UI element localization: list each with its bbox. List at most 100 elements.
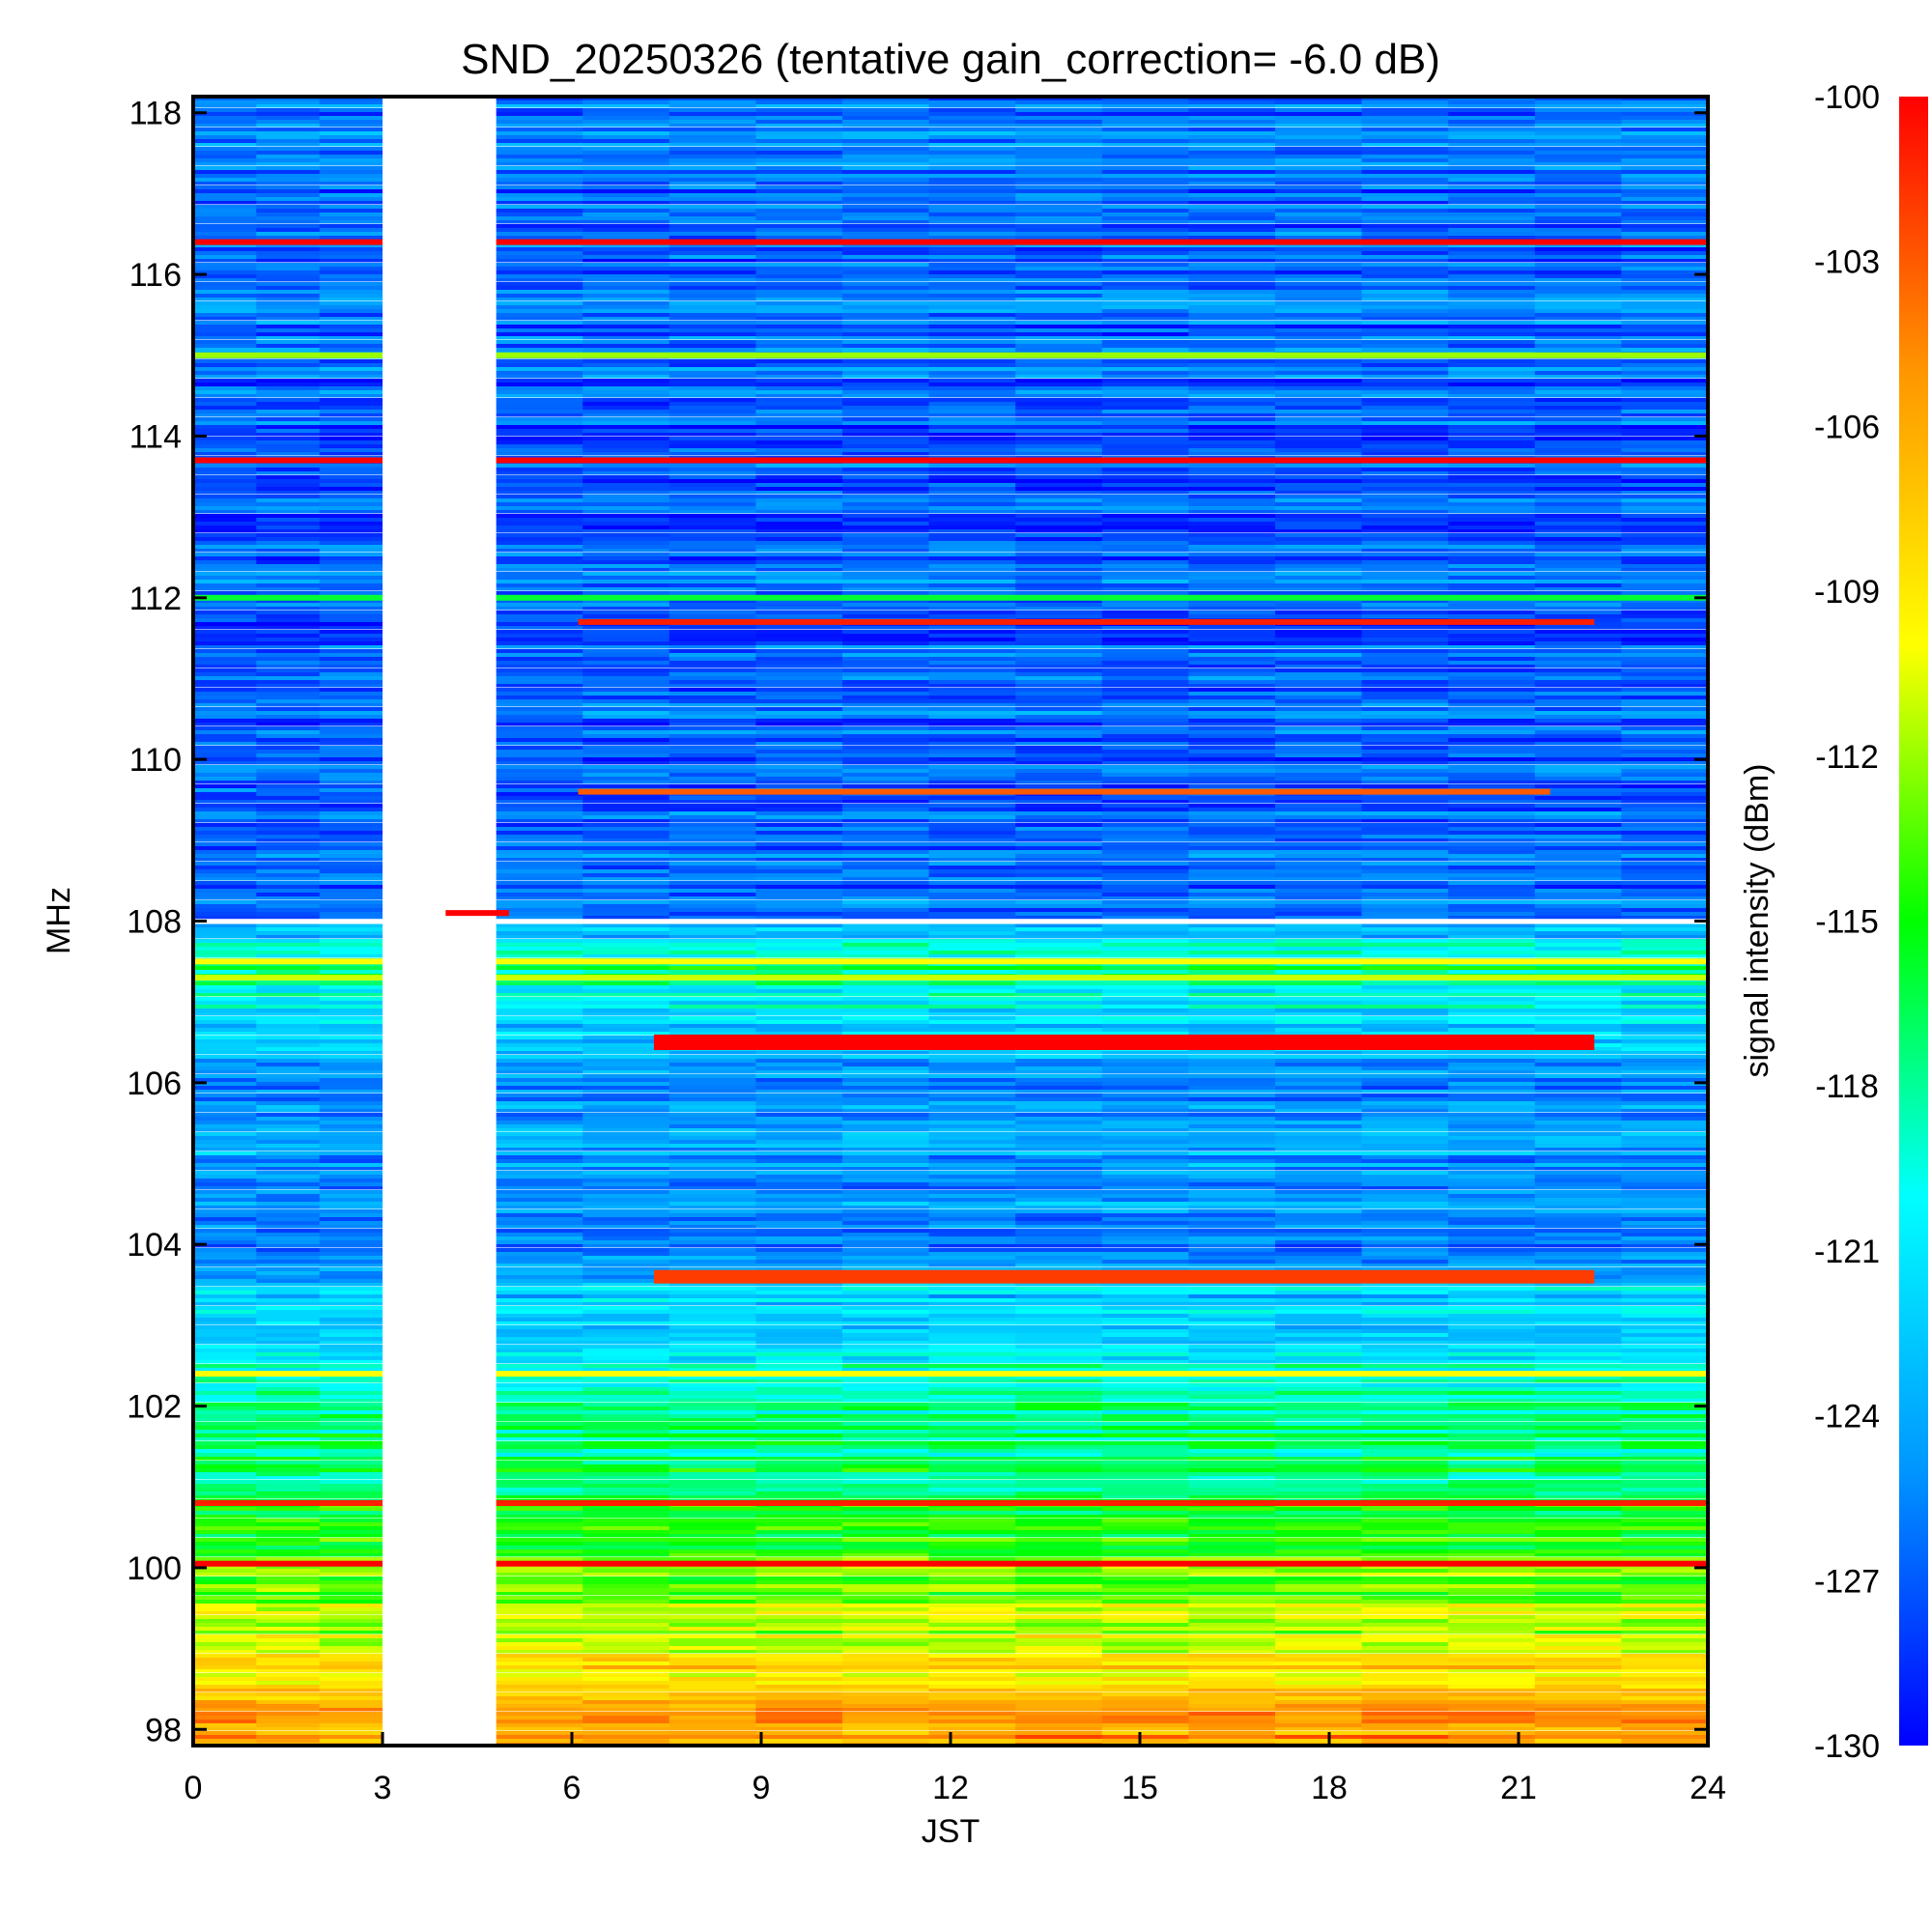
heatmap-cell: [928, 726, 1016, 731]
heatmap-cell: [1275, 1097, 1363, 1102]
heatmap-cell: [1448, 294, 1536, 298]
heatmap-cell: [256, 375, 321, 380]
heatmap-cell: [1448, 1148, 1536, 1152]
heatmap-cell: [319, 394, 384, 399]
heatmap-cell: [1361, 375, 1449, 380]
heatmap-cell: [668, 185, 756, 190]
heatmap-cell: [668, 498, 756, 503]
heatmap-cell: [1361, 464, 1449, 469]
heatmap-cell: [319, 1117, 384, 1122]
heatmap-cell: [755, 931, 843, 936]
heatmap-cell: [1101, 862, 1189, 867]
heatmap-cell: [1101, 638, 1189, 642]
heatmap-cell: [496, 638, 583, 642]
heatmap-cell: [668, 440, 756, 445]
heatmap-cell: [1534, 162, 1622, 167]
heatmap-cell: [319, 120, 384, 125]
heatmap-cell: [1448, 603, 1536, 608]
heatmap-cell: [928, 243, 1016, 248]
heatmap-cell: [1188, 904, 1276, 909]
heatmap-cell: [755, 981, 843, 986]
heatmap-cell: [1275, 889, 1363, 894]
heatmap-cell: [319, 348, 384, 353]
heatmap-cell: [1275, 406, 1363, 411]
heatmap-cell: [256, 128, 321, 132]
heatmap-cell: [668, 216, 756, 221]
heatmap-cell: [1621, 611, 1708, 615]
heatmap-cell: [1015, 734, 1103, 739]
heatmap-cell: [496, 487, 583, 492]
heatmap-cell: [755, 1194, 843, 1199]
heatmap-cell: [256, 97, 321, 101]
heatmap-cell: [1621, 676, 1708, 681]
heatmap-cell: [1621, 1148, 1708, 1152]
heatmap-cell: [1534, 560, 1622, 565]
scan-gap-line: [496, 494, 1708, 495]
heatmap-cell: [1275, 1109, 1363, 1114]
heatmap-cell: [496, 981, 583, 986]
heatmap-cell: [668, 630, 756, 635]
heatmap-cell: [1621, 622, 1708, 627]
heatmap-cell: [1621, 406, 1708, 411]
heatmap-cell: [928, 985, 1016, 990]
scan-gap-line: [193, 300, 383, 301]
heatmap-cell: [193, 197, 257, 202]
heatmap-cell: [928, 1101, 1016, 1106]
heatmap-cell: [928, 537, 1016, 542]
heatmap-cell: [1015, 723, 1103, 727]
heatmap-cell: [1275, 286, 1363, 291]
heatmap-cell: [668, 452, 756, 457]
heatmap-cell: [582, 707, 670, 712]
heatmap-cell: [755, 912, 843, 917]
heatmap-cell: [256, 622, 321, 627]
heatmap-cell: [319, 1163, 384, 1168]
heatmap-cell: [1275, 939, 1363, 944]
heatmap-cell: [319, 332, 384, 337]
heatmap-cell: [1621, 1140, 1708, 1145]
heatmap-cell: [928, 348, 1016, 353]
heatmap-cell: [755, 131, 843, 136]
heatmap-cell: [755, 359, 843, 364]
heatmap-cell: [193, 313, 257, 318]
heatmap-cell: [1188, 336, 1276, 341]
heatmap-cell: [842, 495, 930, 499]
heatmap-cell: [582, 1039, 670, 1044]
heatmap-cell: [256, 1097, 321, 1102]
heatmap-cell: [1275, 533, 1363, 538]
heatmap-cell: [1188, 386, 1276, 391]
heatmap-cell: [928, 120, 1016, 125]
heatmap-cell: [319, 889, 384, 894]
heatmap-cell: [1361, 120, 1449, 125]
heatmap-cell: [1621, 696, 1708, 700]
heatmap-cell: [1361, 854, 1449, 859]
heatmap-cell: [842, 746, 930, 751]
heatmap-cell: [1621, 777, 1708, 781]
heatmap-cell: [668, 653, 756, 658]
heatmap-cell: [1275, 757, 1363, 762]
heatmap-cell: [193, 908, 257, 913]
heatmap-cell: [319, 100, 384, 105]
heatmap-cell: [1534, 997, 1622, 1002]
heatmap-cell: [1101, 1090, 1189, 1094]
heatmap-cell: [668, 541, 756, 546]
heatmap-cell: [1275, 634, 1363, 639]
heatmap-cell: [842, 294, 930, 298]
heatmap-cell: [1534, 189, 1622, 194]
heatmap-cell: [496, 788, 583, 793]
heatmap-cell: [582, 440, 670, 445]
heatmap-cell: [1275, 885, 1363, 890]
heatmap-cell: [1275, 711, 1363, 716]
heatmap-cell: [319, 1074, 384, 1079]
heatmap-cell: [1015, 1144, 1103, 1149]
heatmap-cell: [1188, 379, 1276, 384]
heatmap-cell: [1621, 939, 1708, 944]
heatmap-cell: [319, 178, 384, 183]
heatmap-cell: [1448, 703, 1536, 708]
heatmap-cell: [1101, 885, 1189, 890]
heatmap-cell: [1275, 603, 1363, 608]
heatmap-cell: [1621, 1136, 1708, 1141]
heatmap-cell: [842, 375, 930, 380]
heatmap-cell: [1188, 491, 1276, 496]
heatmap-cell: [1534, 1082, 1622, 1087]
heatmap-cell: [668, 908, 756, 913]
